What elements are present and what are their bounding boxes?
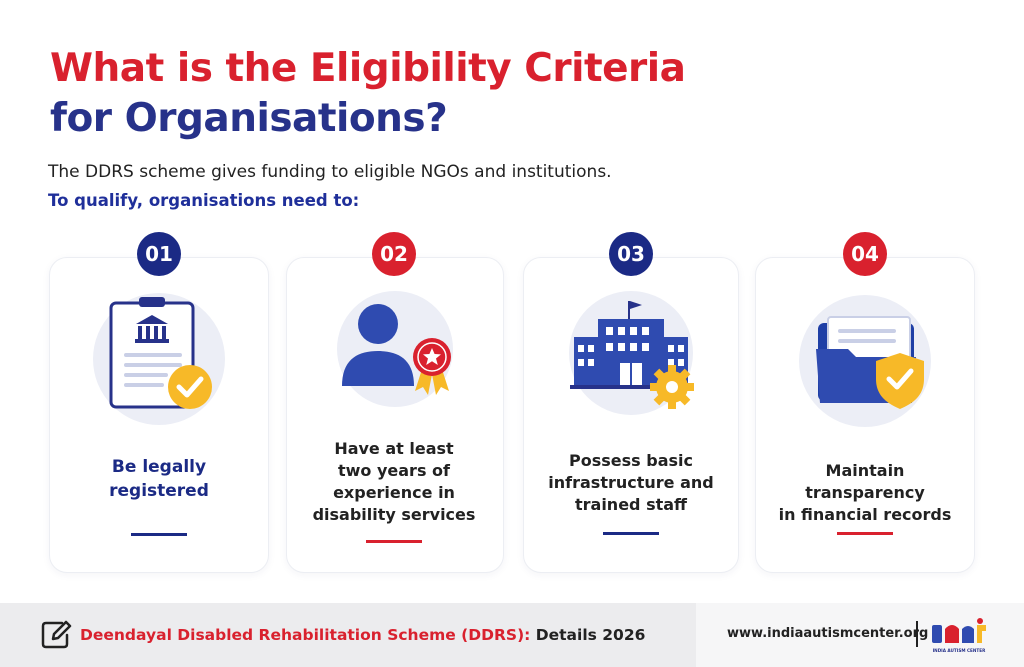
- india-autism-center-logo: INDIA AUTISM CENTER: [930, 615, 988, 655]
- registered-document-icon: [84, 291, 234, 431]
- secure-folder-icon: [790, 291, 940, 431]
- footer-divider: [916, 621, 918, 647]
- criteria-label-3: Possess basic infrastructure and trained…: [548, 451, 714, 514]
- card-underline-4: [837, 532, 893, 535]
- website-link[interactable]: www.indiaautismcenter.org: [727, 626, 929, 641]
- card-underline-1: [131, 533, 187, 536]
- intro-highlight: To qualify, organisations need to:: [48, 191, 360, 210]
- step-badge-4: 04: [843, 232, 887, 276]
- intro-text: The DDRS scheme gives funding to eligibl…: [48, 162, 612, 182]
- title-line-1: What is the Eligibility Criteria: [50, 46, 686, 91]
- step-badge-1: 01: [137, 232, 181, 276]
- card-underline-3: [603, 532, 659, 535]
- criteria-label-4: Maintain transparency in financial recor…: [778, 461, 952, 524]
- footer-scheme-name: Deendayal Disabled Rehabilitation Scheme…: [80, 626, 531, 644]
- title-line-2: for Organisations?: [50, 96, 448, 141]
- page-title: What is the Eligibility Criteria for Org…: [50, 44, 686, 144]
- criteria-label-2: Have at least two years of experience in…: [312, 439, 476, 524]
- card-underline-2: [366, 540, 422, 543]
- edit-note-icon: [40, 619, 72, 651]
- logo-caption: INDIA AUTISM CENTER: [933, 648, 987, 653]
- criteria-label-1: Be legally registered: [109, 457, 209, 501]
- footer-scheme-details: Details 2026: [530, 626, 646, 644]
- step-badge-3: 03: [609, 232, 653, 276]
- experienced-person-icon: [320, 291, 470, 431]
- footer-scheme-title: Deendayal Disabled Rehabilitation Scheme…: [80, 626, 645, 644]
- step-badge-2: 02: [372, 232, 416, 276]
- institution-building-icon: [556, 291, 706, 431]
